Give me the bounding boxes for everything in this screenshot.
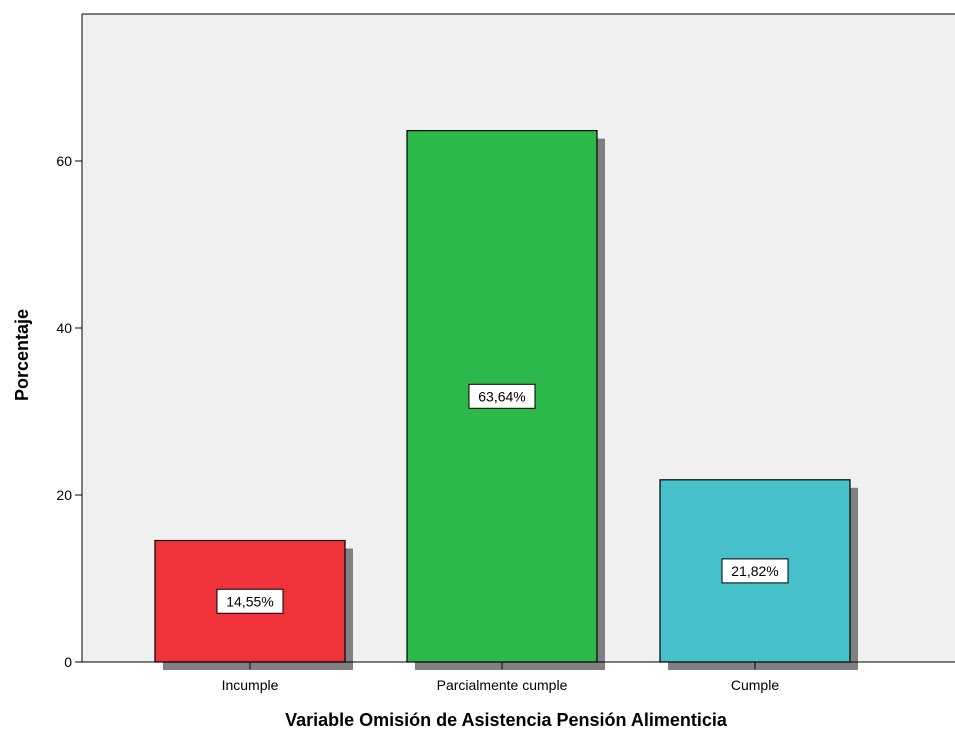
data-label-text: 63,64% (478, 388, 525, 404)
y-tick-label: 60 (56, 153, 72, 169)
x-axis-title: Variable Omisión de Asistencia Pensión A… (285, 710, 728, 730)
y-ticks: 0 20 40 60 (56, 153, 82, 670)
data-label: 63,64% (468, 383, 536, 409)
data-label-text: 14,55% (226, 593, 273, 609)
data-label: 14,55% (216, 588, 284, 614)
data-label-text: 21,82% (731, 563, 778, 579)
y-tick-label: 20 (56, 487, 72, 503)
x-tick-label: Incumple (222, 677, 279, 693)
x-ticks: Incumple Parcialmente cumple Cumple (222, 662, 779, 693)
data-label-box (468, 383, 536, 409)
y-tick-label: 40 (56, 320, 72, 336)
data-labels: 14,55% 63,64% 21,82% (216, 383, 789, 614)
y-axis-title: Porcentaje (12, 309, 32, 401)
axes (81, 13, 955, 663)
y-tick-label: 0 (64, 654, 72, 670)
data-label-box (216, 588, 284, 614)
x-tick-label: Cumple (731, 677, 779, 693)
x-tick-label: Parcialmente cumple (437, 677, 568, 693)
data-label-box (721, 558, 789, 584)
data-label: 21,82% (721, 558, 789, 584)
bar-cumple (659, 479, 851, 663)
